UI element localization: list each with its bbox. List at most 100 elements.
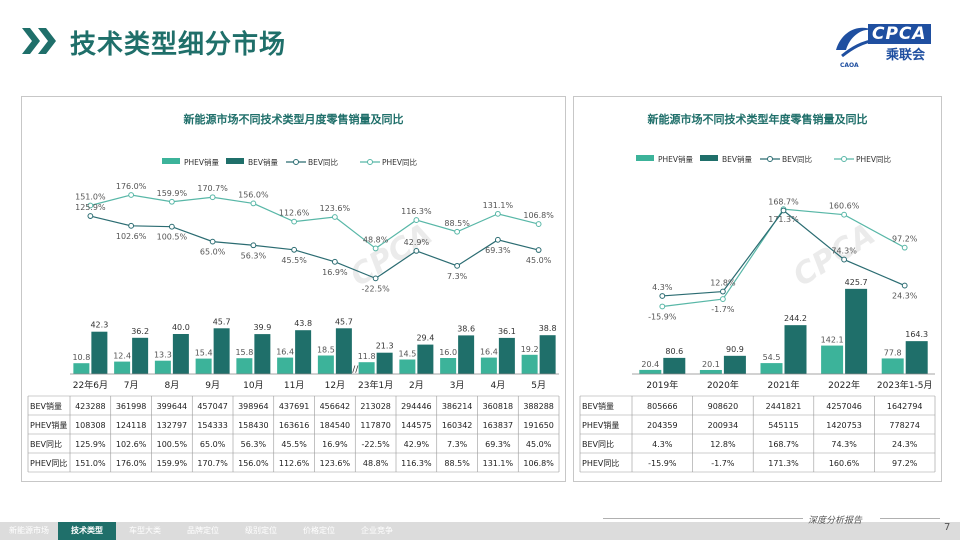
- phev-bar: [114, 361, 131, 374]
- bev-yoy-point: [659, 293, 666, 299]
- chart-title: 新能源市场不同技术类型月度零售销量及同比: [184, 112, 404, 126]
- bev-yoy-label: 65.0%: [200, 248, 226, 257]
- table-cell: 160.6%: [829, 459, 860, 468]
- table-cell: 213028: [360, 402, 391, 411]
- bev-bar: [845, 288, 868, 374]
- bev-bar: [663, 357, 686, 374]
- phev-yoy-label: 106.8%: [523, 211, 554, 220]
- phev-bar-label: 18.5: [317, 346, 335, 355]
- bev-bar: [213, 328, 230, 374]
- axis-break-mark: //: [352, 365, 359, 375]
- phev-yoy-point: [535, 221, 542, 227]
- bev-yoy-label: -22.5%: [361, 284, 390, 293]
- footer-tab[interactable]: 品牌定位: [187, 526, 219, 535]
- phev-yoy-point: [168, 198, 175, 205]
- phev-bar-label: 15.4: [195, 349, 213, 358]
- table-cell: 184540: [320, 421, 351, 430]
- footer-tab[interactable]: 级别定位: [245, 526, 277, 535]
- table-cell: 200934: [708, 421, 739, 430]
- bev-yoy-point: [780, 207, 787, 214]
- bev-bar: [132, 337, 149, 374]
- legend-label: PHEV销量: [184, 157, 220, 167]
- table-row-label: BEV销量: [30, 401, 62, 411]
- phev-bar: [73, 363, 90, 374]
- table-cell: 386214: [442, 402, 473, 411]
- phev-bar: [195, 358, 212, 374]
- category-label: 2021年: [768, 379, 800, 391]
- legend-label: PHEV同比: [856, 154, 892, 164]
- table-cell: 4257046: [826, 402, 862, 411]
- phev-bar-label: 20.1: [702, 360, 720, 369]
- table-cell: 204359: [647, 421, 678, 430]
- footer-tab[interactable]: 价格定位: [303, 526, 335, 535]
- table-cell: 191650: [523, 421, 554, 430]
- legend-swatch: [226, 158, 244, 164]
- footer-tab[interactable]: 企业竞争: [361, 526, 393, 535]
- category-label: 2022年: [828, 379, 860, 391]
- footer-tab[interactable]: 技术类型: [58, 522, 116, 540]
- category-label: 7月: [124, 380, 139, 391]
- phev-yoy-label: 176.0%: [116, 182, 147, 191]
- table-cell: 545115: [768, 421, 799, 430]
- table-row-label: PHEV销量: [582, 420, 619, 430]
- category-label: 23年1月: [358, 379, 393, 391]
- legend-marker: [367, 159, 373, 165]
- phev-yoy-label: -15.9%: [648, 312, 677, 321]
- table-cell: 399644: [157, 402, 188, 411]
- bev-bar-label: 90.9: [726, 345, 744, 354]
- phev-bar-label: 14.5: [398, 350, 416, 359]
- table-cell: 123.6%: [320, 459, 351, 468]
- phev-bar: [154, 360, 171, 374]
- table-cell: 163837: [483, 421, 514, 430]
- bev-yoy-point: [291, 246, 298, 253]
- legend-label: BEV同比: [308, 157, 339, 167]
- phev-yoy-point: [291, 218, 298, 225]
- bev-bar-label: 36.1: [498, 327, 516, 336]
- table-cell: 171.3%: [768, 459, 799, 468]
- table-cell: 100.5%: [157, 440, 188, 449]
- table-cell: 158430: [238, 421, 269, 430]
- table-cell: 908620: [708, 402, 739, 411]
- legend-swatch: [636, 155, 654, 161]
- phev-bar: [399, 359, 416, 374]
- footer-tab[interactable]: 车型大类: [129, 526, 161, 535]
- phev-bar: [480, 357, 497, 374]
- table-cell: 456642: [320, 402, 351, 411]
- phev-yoy-label: 151.0%: [75, 193, 106, 202]
- table-cell: 805666: [647, 402, 678, 411]
- bev-yoy-point: [720, 288, 726, 295]
- table-cell: 69.3%: [485, 440, 511, 449]
- phev-yoy-label: 88.5%: [444, 219, 470, 228]
- bev-yoy-point: [413, 248, 420, 254]
- table-cell: 778274: [889, 421, 920, 430]
- bev-bar: [376, 352, 393, 374]
- watermark-text: CPCA: [344, 217, 438, 294]
- phev-yoy-point: [659, 303, 666, 310]
- table-cell: 1420753: [826, 421, 862, 430]
- phev-yoy-point: [454, 228, 461, 235]
- phev-bar-label: 19.2: [521, 345, 539, 354]
- phev-bar: [521, 354, 538, 374]
- bev-yoy-point: [128, 222, 135, 229]
- table-cell: 151.0%: [75, 459, 106, 468]
- phev-bar-label: 77.8: [884, 348, 902, 357]
- category-label: 10月: [243, 380, 263, 391]
- phev-yoy-point: [87, 202, 94, 209]
- table-row-label: PHEV同比: [30, 458, 67, 468]
- phev-yoy-point: [128, 192, 135, 198]
- bev-bar-label: 164.3: [905, 330, 928, 339]
- bev-bar: [335, 328, 352, 374]
- bev-yoy-label: 168.7%: [768, 197, 799, 206]
- bev-yoy-label: 4.3%: [652, 283, 673, 292]
- bev-yoy-label: 69.3%: [485, 246, 511, 255]
- category-label: 8月: [165, 380, 180, 391]
- table-cell: 170.7%: [197, 459, 228, 468]
- legend-marker: [841, 156, 847, 162]
- table-cell: 117870: [360, 421, 391, 430]
- bev-yoy-label: 56.3%: [241, 251, 267, 260]
- footer-tab[interactable]: 新能源市场: [9, 526, 49, 535]
- phev-bar-label: 16.4: [276, 348, 294, 357]
- monthly-chart-panel: CPCA 新能源市场不同技术类型月度零售销量及同比 PHEV销量 BEV销量 BEV同比…: [21, 96, 566, 482]
- phev-bar-label: 16.0: [439, 348, 457, 357]
